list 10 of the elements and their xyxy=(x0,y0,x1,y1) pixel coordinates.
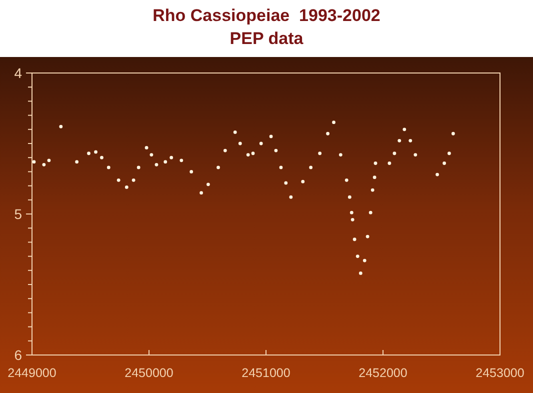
x-tick-label: 2453000 xyxy=(476,366,524,380)
y-tick-label: 4 xyxy=(14,65,22,81)
y-tick-label: 5 xyxy=(14,206,22,222)
x-tick-label: 2449000 xyxy=(8,366,56,380)
chart-subtitle: PEP data xyxy=(230,29,304,48)
x-tick-label: 2451000 xyxy=(242,366,290,380)
x-tick-label: 2450000 xyxy=(124,366,174,380)
y-tick-label: 6 xyxy=(14,347,22,363)
chart-title: Rho Cassiopeiae 1993-2002 xyxy=(152,6,380,25)
x-tick-label: 2452000 xyxy=(358,366,408,380)
